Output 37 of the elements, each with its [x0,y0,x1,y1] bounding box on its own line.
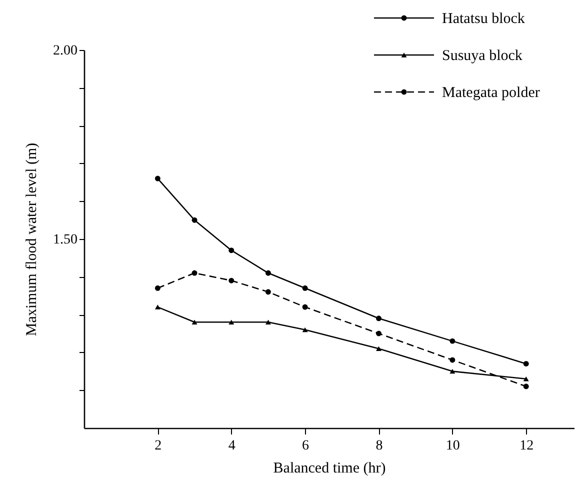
point [192,270,198,276]
y-axis-title: Maximum flood water level (m) [24,142,40,336]
point [192,320,198,325]
point [228,320,234,325]
point [228,248,234,254]
x-tick-label: 4 [228,438,236,454]
point [228,278,234,284]
point [376,316,382,322]
point [192,217,198,223]
point [523,384,529,390]
y-tick-label: 1.50 [53,232,78,248]
point [450,338,456,344]
point [302,327,308,332]
x-axis-title: Balanced time (hr) [273,460,386,476]
y-tick-label: 2.00 [53,44,78,58]
legend-label: Susuya block [442,48,523,64]
point [376,346,382,351]
point [265,289,271,295]
point [154,176,160,182]
point [154,304,160,310]
point [376,330,382,336]
x-tick-label: 2 [154,438,162,454]
point [302,304,308,310]
point [450,368,456,374]
point [265,320,271,325]
x-tick-label: 6 [302,438,310,454]
point [450,357,456,363]
point [302,285,308,291]
legend-label: Mategata polder [442,85,540,101]
x-tick-label: 12 [520,438,534,454]
legend-label: Hatatsu block [442,11,526,27]
point [154,285,160,291]
x-tick-label: 10 [446,438,460,454]
x-tick-label: 8 [376,438,383,454]
point [265,270,271,276]
point [523,376,529,382]
point [523,361,529,366]
